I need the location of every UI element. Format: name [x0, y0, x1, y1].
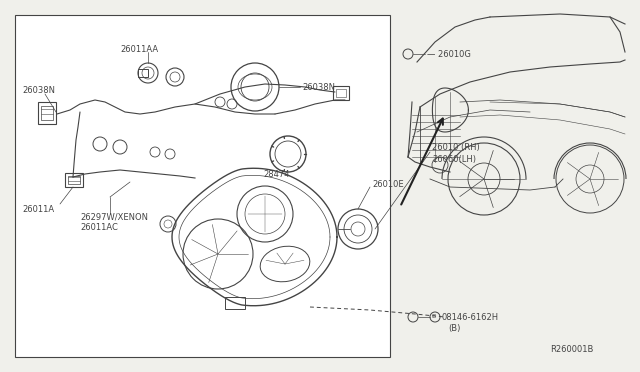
Text: 26011AC: 26011AC [80, 222, 118, 231]
Bar [65, 173, 83, 187]
Text: 26038N: 26038N [302, 83, 335, 92]
Bar [15, 15, 390, 357]
Text: 26010 (RH): 26010 (RH) [432, 142, 480, 151]
Bar [138, 69, 148, 77]
Text: 26060(LH): 26060(LH) [432, 154, 476, 164]
Text: (B): (B) [448, 324, 460, 334]
Text: 26010E: 26010E [372, 180, 404, 189]
Text: 08146-6162H: 08146-6162H [442, 312, 499, 321]
Bar [41, 106, 53, 120]
Text: — 26010G: — 26010G [427, 49, 471, 58]
Bar [68, 176, 80, 184]
Text: R260001B: R260001B [550, 346, 593, 355]
Text: B: B [432, 314, 436, 320]
Bar [336, 89, 346, 97]
Text: 26038N: 26038N [22, 86, 55, 94]
Bar [225, 297, 245, 309]
Text: 28474: 28474 [263, 170, 289, 179]
Text: 26011A: 26011A [22, 205, 54, 214]
Bar [38, 102, 56, 124]
Text: 26011AA: 26011AA [120, 45, 158, 54]
Text: 26297W/XENON: 26297W/XENON [80, 212, 148, 221]
Bar [333, 86, 349, 100]
